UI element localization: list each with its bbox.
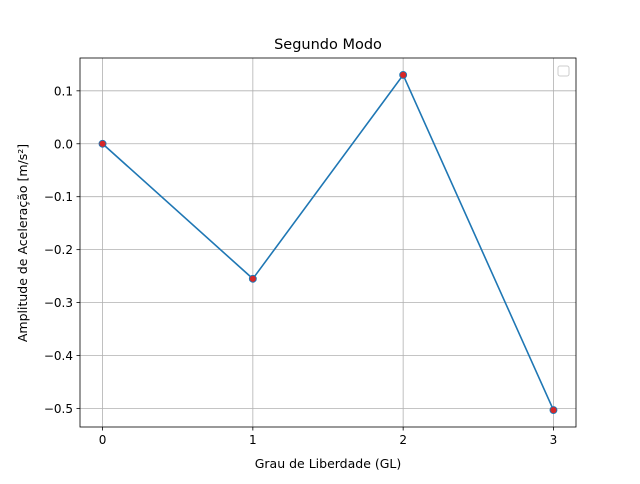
x-tick-label: 0 [99,433,107,447]
x-tick-label: 1 [249,433,257,447]
x-tick-label: 3 [550,433,558,447]
y-tick-label: −0.1 [44,190,73,204]
y-tick-label: −0.5 [44,402,73,416]
data-point [248,274,257,283]
axes [79,57,577,428]
ticks: 0 1 2 3 0.1 0.0 −0.1 −0.2 −0.3 −0.4 −0.5 [44,84,557,447]
legend-box[interactable] [557,65,570,77]
chart-title: Segundo Modo [274,37,382,53]
series [98,70,558,415]
y-tick-label: −0.3 [44,296,73,310]
plot-frame [79,57,577,428]
y-tick-label: 0.0 [54,137,73,151]
y-tick-label: −0.2 [44,243,73,257]
legend [557,65,570,77]
x-tick-label: 2 [399,433,407,447]
data-point [399,70,408,79]
y-axis-label: Amplitude de Aceleração [m/s²] [15,144,30,342]
x-axis-label: Grau de Liberdade (GL) [255,456,402,471]
data-point [549,406,558,415]
data-point [98,139,107,148]
y-tick-label: −0.4 [44,349,73,363]
y-tick-label: 0.1 [54,84,73,98]
series-line [102,73,555,411]
